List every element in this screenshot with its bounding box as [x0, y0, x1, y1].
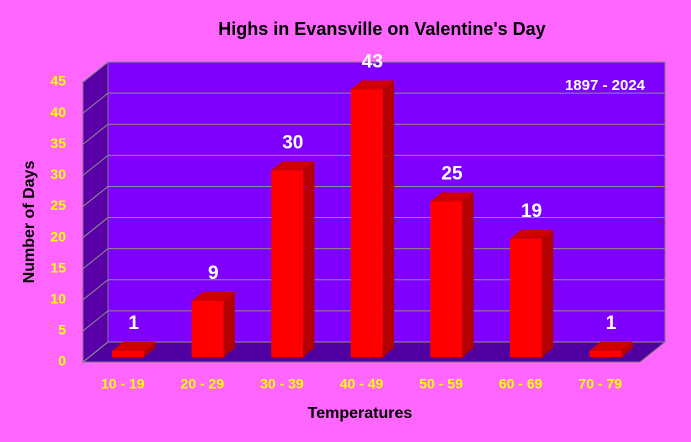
bar-top	[191, 292, 235, 301]
bar	[509, 238, 542, 357]
side-grid-line	[82, 92, 109, 114]
x-tick-label: 40 - 49	[340, 376, 384, 392]
bar-top	[430, 192, 474, 202]
y-tick-label: 15	[50, 259, 66, 275]
bar	[589, 350, 622, 357]
bar-side	[382, 80, 394, 357]
bar-top	[589, 341, 633, 351]
data-label: 43	[362, 51, 383, 72]
bar	[271, 170, 304, 357]
y-tick-label: 30	[50, 166, 66, 182]
bar	[112, 350, 145, 357]
side-grid-line	[82, 186, 109, 207]
y-tick-label: 10	[50, 290, 66, 306]
y-tick-label: 25	[50, 197, 66, 213]
y-tick-label: 40	[50, 104, 66, 120]
bar-side	[303, 161, 315, 357]
x-tick-label: 50 - 59	[419, 376, 463, 392]
bar-side	[541, 229, 554, 357]
bars	[112, 80, 633, 357]
side-grid-line	[82, 279, 109, 301]
y-tick-label: 35	[50, 135, 66, 151]
data-label: 19	[521, 201, 542, 222]
side-grid-line	[82, 217, 109, 238]
side-wall	[82, 60, 109, 364]
data-label: 30	[282, 132, 303, 153]
data-label: 1	[128, 313, 139, 334]
bar-top	[350, 80, 394, 90]
chart-title: Highs in Evansville on Valentine's Day	[218, 19, 545, 39]
y-tick-label: 0	[58, 353, 66, 369]
y-axis-title: Number of Days	[21, 161, 38, 284]
bar-top	[509, 229, 554, 239]
side-grid-line	[82, 248, 109, 270]
x-tick-label: 30 - 39	[260, 376, 304, 392]
y-tick-label: 5	[58, 322, 66, 338]
annotation: 1897 - 2024	[565, 77, 646, 94]
x-axis-title: Temperatures	[308, 405, 413, 422]
y-tick-label: 20	[50, 228, 66, 244]
bar	[430, 201, 463, 357]
data-label: 1	[606, 313, 617, 334]
x-tick-label: 70 - 79	[578, 376, 622, 392]
side-grid-line	[82, 341, 109, 363]
bar	[191, 301, 224, 357]
bar-side	[621, 341, 633, 357]
y-tick-label: 45	[50, 73, 66, 89]
x-tick-label: 20 - 29	[181, 376, 225, 392]
bar-side	[223, 292, 235, 357]
side-grid-line	[82, 123, 109, 145]
bar-side	[144, 341, 156, 357]
x-tick-label: 10 - 19	[101, 376, 145, 392]
x-tick-label: 60 - 69	[499, 376, 543, 392]
data-label: 9	[208, 263, 219, 284]
bar	[350, 89, 383, 357]
bar-top	[271, 161, 315, 171]
data-label: 25	[441, 163, 463, 184]
side-grid-line	[82, 310, 109, 332]
bar-side	[462, 192, 474, 357]
side-grid-line	[82, 154, 109, 176]
bar-top	[112, 341, 156, 351]
side-grid-line	[82, 61, 109, 83]
